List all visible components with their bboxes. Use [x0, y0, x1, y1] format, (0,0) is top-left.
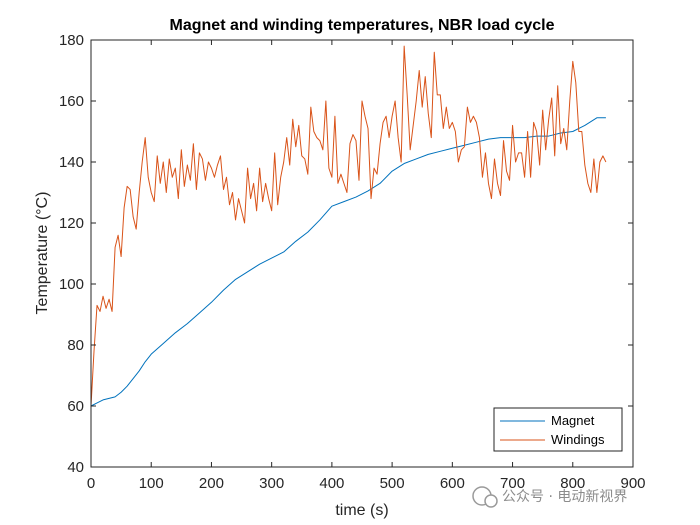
- series-layer: [90, 45, 607, 407]
- y-tick-label: 120: [59, 215, 84, 232]
- legend: Magnet Windings: [493, 407, 623, 452]
- legend-label-magnet: Magnet: [551, 413, 595, 428]
- watermark-text: 公众号 · 电动新视界: [502, 489, 627, 505]
- x-tick-label: 300: [259, 475, 284, 492]
- x-tick-label: 700: [500, 475, 525, 492]
- y-tick-label: 100: [59, 276, 84, 293]
- plot-frame: [90, 39, 634, 468]
- x-tick-label: 800: [560, 475, 585, 492]
- series-line-windings: [90, 45, 607, 407]
- x-tick-label: 500: [380, 475, 405, 492]
- legend-box: [493, 407, 623, 452]
- legend-label-windings: Windings: [551, 432, 605, 447]
- watermark: 公众号 · 电动新视界: [472, 486, 627, 508]
- y-tick-label: 40: [67, 459, 84, 476]
- x-tick-label: 600: [440, 475, 465, 492]
- x-tick-label: 100: [139, 475, 164, 492]
- x-axis-title: time (s): [335, 502, 388, 519]
- y-tick-label: 80: [67, 337, 84, 354]
- x-tick-label: 200: [199, 475, 224, 492]
- ticks-layer: 0 100 200 300 400 500 600 700 800 900 40 60 80 100 120…: [59, 32, 646, 492]
- y-axis-title: Temperature (°C): [34, 192, 51, 315]
- y-tick-label: 160: [59, 93, 84, 110]
- series-line-magnet: [90, 117, 606, 407]
- chart-title: Magnet and winding temperatures, NBR loa…: [170, 17, 555, 34]
- y-tick-label: 180: [59, 32, 84, 49]
- x-tick-label: 0: [87, 475, 95, 492]
- y-tick-label: 60: [67, 398, 84, 415]
- wechat-icon-bubble: [484, 494, 498, 508]
- y-tick-label: 140: [59, 154, 84, 171]
- x-tick-label: 400: [319, 475, 344, 492]
- x-tick-label: 900: [620, 475, 645, 492]
